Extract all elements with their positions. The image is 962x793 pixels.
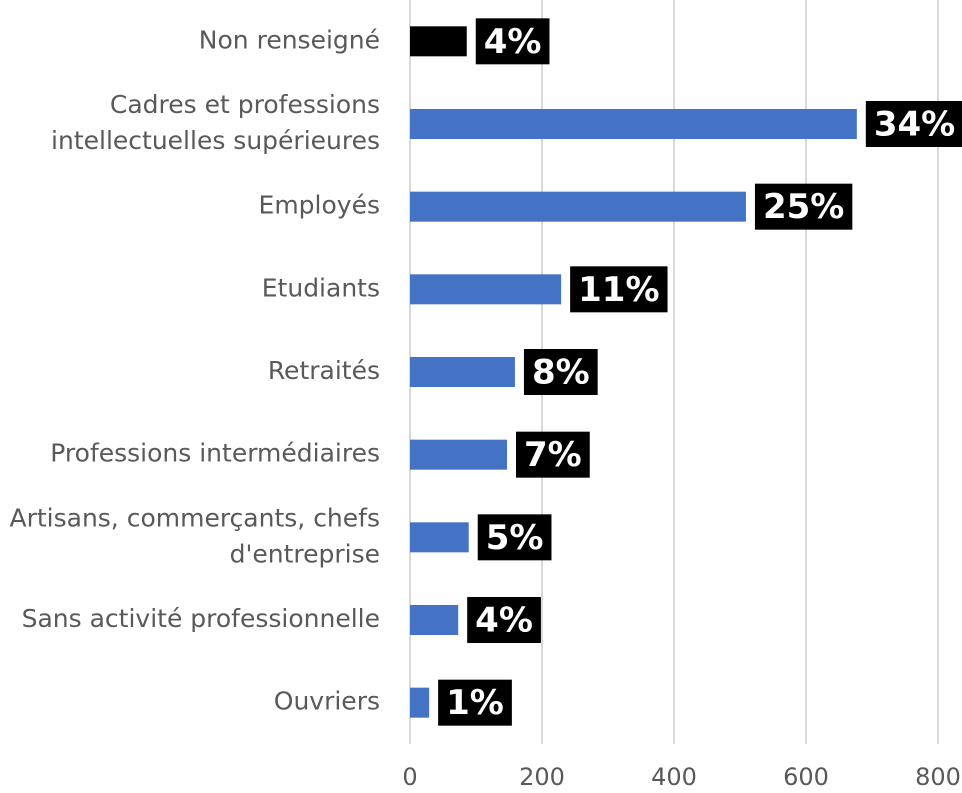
- y-tick-label: Ouvriers: [274, 687, 380, 716]
- data-label: 4%: [484, 22, 542, 62]
- x-tick-label: 600: [783, 763, 829, 791]
- data-label-group: 7%: [516, 431, 590, 478]
- bar: [410, 439, 508, 470]
- data-label-box: [475, 18, 550, 65]
- data-label-box: [523, 349, 598, 395]
- bar: [410, 605, 459, 635]
- data-label: 7%: [524, 435, 582, 475]
- data-label-group: 5%: [477, 514, 552, 561]
- x-tick-label: 200: [519, 763, 565, 791]
- data-label-group: 4%: [467, 597, 541, 643]
- data-label-box: [516, 431, 590, 478]
- data-label: 4%: [475, 601, 533, 641]
- data-label: 8%: [532, 353, 590, 393]
- y-tick-label: Etudiants: [262, 273, 380, 302]
- x-tick-label: 400: [651, 763, 697, 791]
- data-label-box: [438, 679, 512, 726]
- y-tick-label: Artisans, commerçants, chefs d'entreprise: [9, 503, 380, 568]
- bar: [410, 274, 562, 305]
- data-label-box: [467, 597, 541, 643]
- bar: [410, 109, 857, 139]
- bar: [410, 687, 430, 718]
- data-label: 1%: [446, 683, 504, 723]
- bar: [410, 191, 746, 222]
- data-label-group: 8%: [523, 349, 598, 395]
- data-label-box: [754, 183, 853, 230]
- y-tick-label: Professions intermédiaires: [50, 439, 380, 468]
- x-tick-label: 0: [402, 763, 417, 791]
- data-label-group: 1%: [438, 679, 512, 726]
- data-label-box: [865, 101, 962, 147]
- bar: [410, 357, 515, 387]
- y-tick-label: Cadres et professions intellectuelles sup…: [51, 90, 380, 155]
- bar: [410, 26, 467, 57]
- y-tick-label: Employés: [259, 191, 380, 220]
- x-tick-label: 800: [915, 763, 961, 791]
- data-label-box: [477, 514, 552, 561]
- y-tick-label: Non renseigné: [199, 25, 380, 54]
- y-tick-label: Retraités: [268, 356, 380, 385]
- data-label-group: 11%: [570, 266, 668, 313]
- data-label: 5%: [486, 518, 544, 558]
- data-label-group: 34%: [865, 101, 962, 147]
- data-label-group: 4%: [475, 18, 550, 65]
- data-label-box: [570, 266, 668, 313]
- data-label-group: 25%: [754, 183, 853, 230]
- y-tick-label: Sans activité professionnelle: [22, 604, 380, 633]
- data-label: 34%: [874, 105, 955, 145]
- bar: [410, 522, 469, 553]
- data-label: 25%: [763, 187, 844, 227]
- data-label: 11%: [578, 270, 659, 310]
